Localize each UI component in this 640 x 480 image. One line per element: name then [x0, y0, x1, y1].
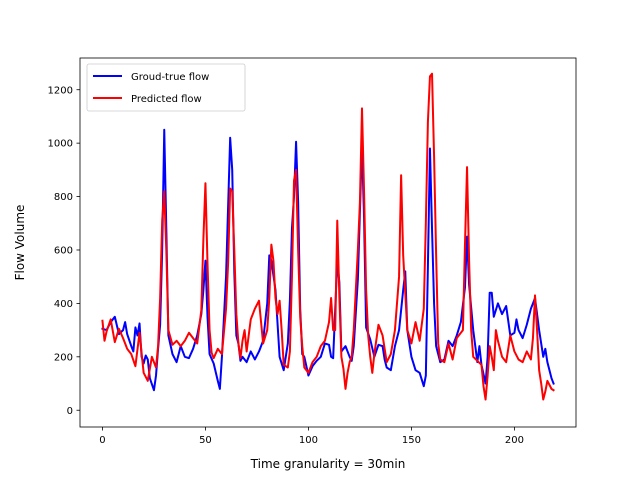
y-tick-label: 600 — [54, 246, 73, 257]
series-line-predicted — [101, 72, 555, 401]
y-axis-label: Flow Volume — [13, 205, 27, 281]
y-tick-label: 400 — [54, 299, 73, 310]
legend: Groud-true flow Predicted flow — [86, 63, 246, 112]
ticks-layer: 0 50 100 150 200 0 200 400 600 800 1000 1200 — [48, 85, 524, 446]
legend-label: Predicted flow — [131, 94, 202, 105]
y-tick-label: 1000 — [48, 139, 73, 150]
x-tick-label: 100 — [299, 435, 318, 446]
y-tick-label: 800 — [54, 192, 73, 203]
y-tick-label: 0 — [67, 406, 73, 417]
series-layer — [101, 72, 555, 401]
legend-label: Groud-true flow — [131, 72, 209, 83]
x-tick-label: 0 — [99, 435, 105, 446]
x-tick-label: 150 — [402, 435, 421, 446]
plot-frame — [79, 57, 577, 428]
y-tick-label: 200 — [54, 352, 73, 363]
x-tick-label: 200 — [505, 435, 524, 446]
x-tick-label: 50 — [199, 435, 212, 446]
legend-box — [86, 63, 246, 112]
y-tick-label: 1200 — [48, 85, 73, 96]
x-axis-label: Time granularity = 30min — [250, 457, 406, 471]
